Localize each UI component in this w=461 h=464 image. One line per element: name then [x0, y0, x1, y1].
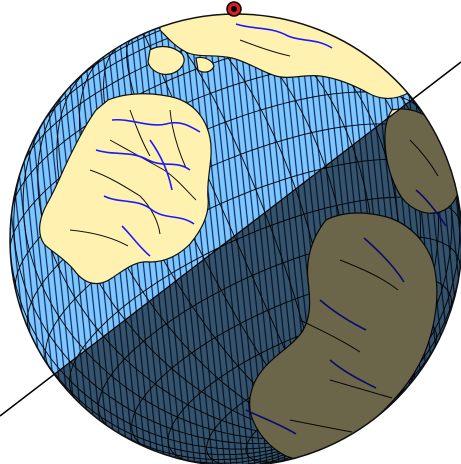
night-shadow	[10, 54, 461, 464]
terminator-line	[10, 61, 461, 417]
landmass-caribbean-islands	[195, 56, 215, 73]
landmass-arctic-islands	[147, 45, 185, 75]
landmass-south-america	[39, 93, 212, 285]
landmass-greenland	[159, 14, 411, 99]
location-marker-icon[interactable]	[226, 1, 242, 17]
